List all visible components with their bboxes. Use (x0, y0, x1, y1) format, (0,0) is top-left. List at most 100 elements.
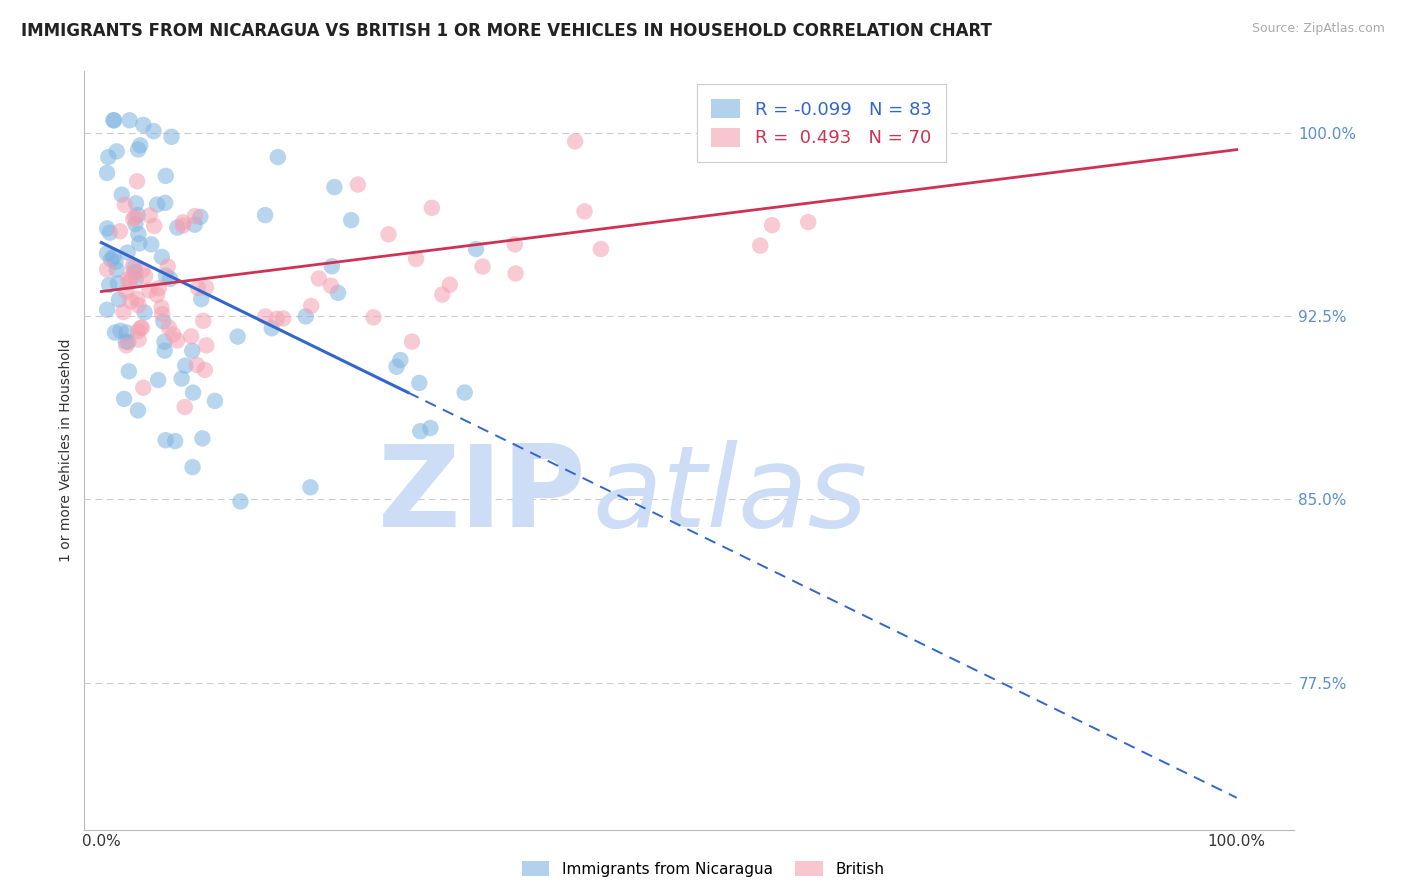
Point (125, 272, 148, 286)
Point (127, 143, 149, 157)
Point (454, 385, 477, 400)
Point (108, 224, 131, 238)
Point (107, 276, 129, 290)
Point (105, 145, 128, 159)
Point (96, 166, 118, 180)
Point (96, 221, 118, 235)
Point (761, 218, 783, 232)
Point (98, 277, 121, 292)
Point (190, 292, 212, 306)
Point (157, 320, 180, 334)
Point (150, 307, 173, 321)
Point (128, 333, 150, 347)
Point (471, 260, 494, 274)
Point (96, 302, 118, 317)
Point (105, 262, 128, 277)
Point (142, 124, 165, 138)
Point (187, 281, 209, 295)
Point (153, 334, 176, 349)
Point (124, 265, 146, 279)
Point (104, 255, 127, 269)
Point (193, 314, 215, 328)
Point (141, 237, 163, 252)
Point (181, 460, 204, 475)
Point (103, 113, 125, 128)
Point (267, 150, 290, 164)
Point (191, 431, 214, 445)
Point (115, 334, 138, 349)
Point (108, 293, 131, 307)
Point (184, 218, 207, 232)
Point (589, 242, 612, 256)
Point (377, 227, 399, 242)
Point (150, 301, 173, 315)
Point (115, 338, 138, 352)
Point (139, 208, 162, 222)
Point (110, 324, 132, 338)
Point (124, 210, 146, 224)
Y-axis label: 1 or more Vehicles in Household: 1 or more Vehicles in Household (59, 339, 73, 562)
Point (299, 480, 322, 494)
Point (194, 363, 217, 377)
Point (159, 272, 181, 286)
Point (401, 334, 423, 349)
Point (340, 213, 363, 227)
Point (299, 299, 322, 313)
Point (254, 310, 277, 324)
Point (127, 298, 149, 312)
Point (127, 403, 149, 417)
Point (155, 268, 177, 283)
Point (564, 135, 586, 149)
Point (104, 326, 127, 340)
Point (166, 220, 188, 235)
Point (115, 285, 138, 299)
Point (204, 393, 226, 408)
Point (160, 129, 183, 144)
Point (117, 334, 139, 349)
Legend: Immigrants from Nicaragua, British: Immigrants from Nicaragua, British (515, 853, 891, 884)
Point (505, 267, 527, 281)
Point (797, 215, 820, 229)
Point (155, 169, 177, 183)
Point (120, 294, 142, 309)
Point (195, 338, 218, 352)
Text: Source: ZipAtlas.com: Source: ZipAtlas.com (1251, 22, 1385, 36)
Point (132, 381, 155, 395)
Point (129, 138, 152, 153)
Point (172, 219, 194, 233)
Point (114, 198, 136, 212)
Point (118, 364, 141, 378)
Point (308, 271, 330, 285)
Point (409, 424, 432, 438)
Point (118, 275, 141, 289)
Point (853, 125, 876, 139)
Point (271, 311, 294, 326)
Point (260, 321, 283, 335)
Point (125, 196, 148, 211)
Point (319, 278, 342, 293)
Point (419, 421, 441, 435)
Point (155, 433, 177, 447)
Point (134, 268, 156, 283)
Point (254, 208, 277, 222)
Point (172, 215, 194, 229)
Point (100, 252, 122, 267)
Point (132, 118, 155, 132)
Point (127, 324, 149, 338)
Text: atlas: atlas (592, 441, 868, 551)
Point (181, 343, 204, 358)
Point (170, 371, 193, 385)
Point (127, 227, 149, 241)
Point (127, 208, 149, 222)
Point (162, 327, 184, 342)
Point (103, 113, 125, 128)
Point (98, 226, 121, 240)
Point (321, 259, 343, 273)
Point (118, 113, 141, 128)
Point (166, 334, 188, 348)
Text: ZIP: ZIP (378, 441, 586, 551)
Point (121, 259, 143, 273)
Point (326, 285, 349, 300)
Point (363, 310, 385, 325)
Point (150, 250, 173, 264)
